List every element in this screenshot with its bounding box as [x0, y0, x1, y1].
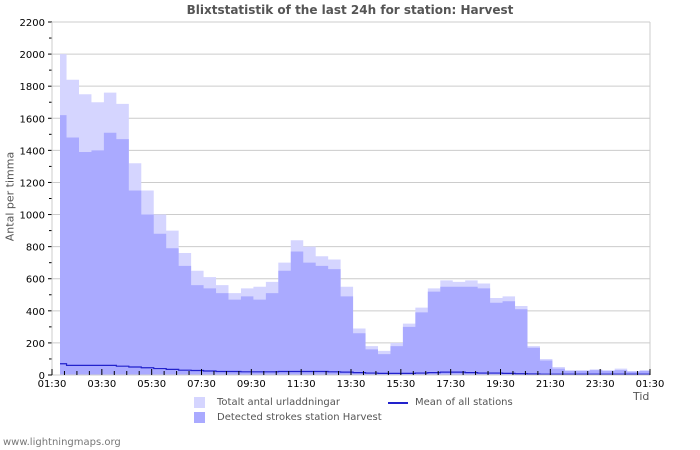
legend-label-mean: Mean of all stations	[415, 397, 513, 408]
svg-text:11:30: 11:30	[287, 379, 316, 390]
svg-text:15:30: 15:30	[386, 379, 415, 390]
station-area-series	[60, 115, 650, 376]
svg-text:13:30: 13:30	[337, 379, 366, 390]
legend-label-station: Detected strokes station Harvest	[217, 412, 382, 423]
svg-text:23:30: 23:30	[586, 379, 615, 390]
legend-swatch-mean	[388, 402, 408, 404]
svg-text:200: 200	[26, 339, 45, 350]
svg-text:07:30: 07:30	[187, 379, 216, 390]
legend-swatch-total	[194, 397, 205, 408]
svg-text:1000: 1000	[20, 211, 45, 222]
svg-text:400: 400	[26, 307, 45, 318]
svg-text:05:30: 05:30	[137, 379, 166, 390]
svg-text:1200: 1200	[20, 178, 45, 189]
svg-text:600: 600	[26, 275, 45, 286]
svg-text:01:30: 01:30	[38, 379, 67, 390]
svg-text:1400: 1400	[20, 146, 45, 157]
svg-text:21:30: 21:30	[536, 379, 565, 390]
svg-text:800: 800	[26, 243, 45, 254]
svg-text:01:30: 01:30	[636, 379, 665, 390]
svg-text:1800: 1800	[20, 82, 45, 93]
legend-swatch-station	[194, 412, 205, 423]
svg-text:0: 0	[39, 371, 45, 382]
svg-text:19:30: 19:30	[486, 379, 515, 390]
grid-lines	[52, 21, 651, 375]
svg-text:2200: 2200	[20, 18, 45, 29]
axes: 0 200 400 600 800 1000 1200 1400 1600 1800 2000 220…	[20, 18, 665, 390]
svg-text:2000: 2000	[20, 50, 45, 61]
legend-label-total: Totalt antal urladdningar	[217, 397, 341, 408]
mean-line-series	[60, 363, 650, 375]
chart-title: Blixtstatistik of the last 24h for stati…	[186, 3, 514, 17]
svg-text:09:30: 09:30	[237, 379, 266, 390]
svg-text:17:30: 17:30	[436, 379, 465, 390]
x-axis-label: Tid	[633, 390, 650, 403]
svg-text:1600: 1600	[20, 114, 45, 125]
footer-credit: www.lightningmaps.org	[3, 437, 121, 448]
svg-text:03:30: 03:30	[87, 379, 116, 390]
